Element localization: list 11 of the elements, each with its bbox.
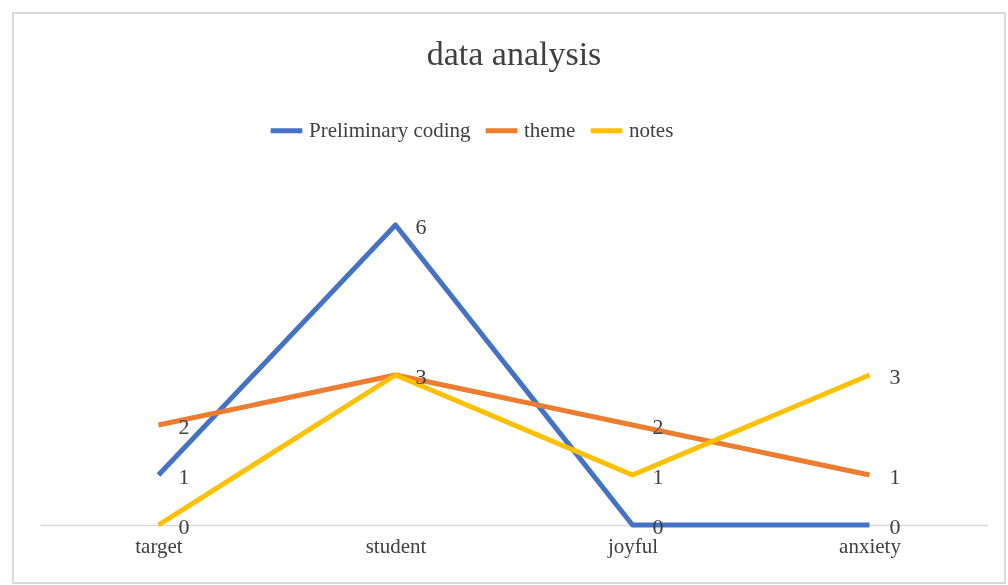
legend-label: theme bbox=[524, 117, 576, 142]
data-label: 6 bbox=[415, 214, 427, 239]
legend-label: Preliminary coding bbox=[309, 117, 472, 142]
data-label: 1 bbox=[178, 464, 190, 489]
data-label: 1 bbox=[652, 464, 664, 489]
x-tick-label: student bbox=[365, 533, 427, 558]
chart-title: data analysis bbox=[426, 35, 602, 72]
data-label: 1 bbox=[889, 464, 901, 489]
data-label: 2 bbox=[178, 414, 190, 439]
legend-label: notes bbox=[629, 117, 674, 142]
data-label: 3 bbox=[889, 364, 901, 389]
